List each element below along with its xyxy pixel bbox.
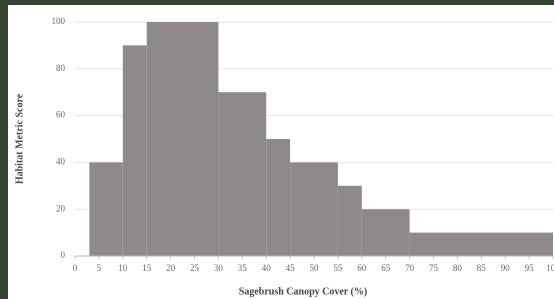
x-tick-label: 5 <box>97 263 102 273</box>
y-tick-label: 0 <box>61 250 66 260</box>
x-tick-label: 75 <box>429 263 439 273</box>
x-tick-label: 60 <box>357 263 367 273</box>
x-tick-label: 85 <box>477 263 487 273</box>
bar <box>218 92 266 256</box>
page: {"chart_data": {"type": "histogram", "x_… <box>0 0 554 299</box>
bar <box>338 186 362 256</box>
x-tick-label: 50 <box>310 263 320 273</box>
x-tick-label: 95 <box>525 263 535 273</box>
bar <box>147 22 219 256</box>
x-tick-label: 30 <box>214 263 224 273</box>
y-tick-label: 80 <box>56 63 66 73</box>
bar <box>290 162 338 256</box>
x-tick-label: 0 <box>73 263 78 273</box>
bar <box>89 162 122 256</box>
x-tick-label: 65 <box>381 263 391 273</box>
bar <box>362 209 410 256</box>
bar <box>410 233 553 256</box>
x-tick-label: 35 <box>238 263 248 273</box>
x-tick-label: 25 <box>190 263 200 273</box>
chart: Habitat Metric Score Sagebrush Canopy Co… <box>0 0 554 299</box>
x-tick-label: 20 <box>166 263 176 273</box>
x-tick-label: 100 <box>546 263 554 273</box>
x-tick-label: 40 <box>262 263 272 273</box>
x-tick-label: 80 <box>453 263 463 273</box>
x-tick-label: 70 <box>405 263 415 273</box>
y-tick-label: 20 <box>56 203 66 213</box>
y-tick-label: 40 <box>56 156 66 166</box>
y-axis-title: Habitat Metric Score <box>14 93 25 184</box>
bar <box>266 139 290 256</box>
y-tick-label: 100 <box>52 16 66 26</box>
x-tick-label: 90 <box>501 263 511 273</box>
bar <box>123 45 147 256</box>
y-tick-label: 60 <box>56 110 66 120</box>
x-axis-title: Sagebrush Canopy Cover (%) <box>239 286 367 297</box>
x-tick-label: 55 <box>333 263 343 273</box>
x-tick-label: 45 <box>286 263 296 273</box>
x-tick-label: 10 <box>118 263 128 273</box>
x-tick-label: 15 <box>142 263 152 273</box>
